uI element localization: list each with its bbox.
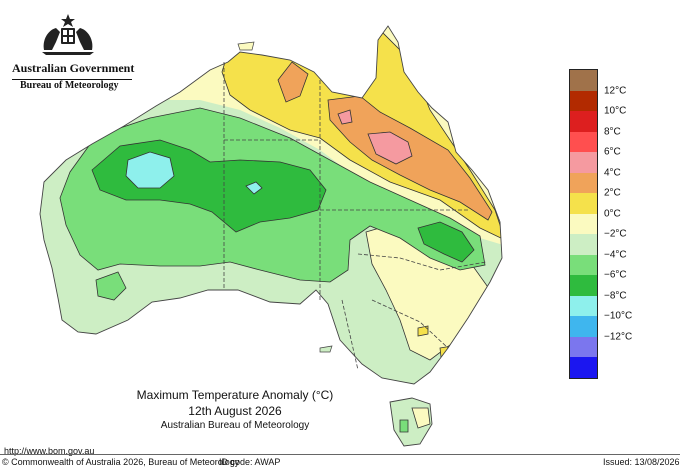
kangaroo-island	[319, 345, 333, 353]
legend-swatch	[570, 357, 597, 379]
legend-label: 4°C	[604, 167, 621, 179]
map-title-block: Maximum Temperature Anomaly (°C) 12th Au…	[100, 388, 370, 433]
legend-label: 10°C	[604, 105, 627, 117]
legend-label: 12°C	[604, 85, 627, 97]
legend-swatch	[570, 111, 597, 133]
legend-label: 8°C	[604, 126, 621, 138]
australia-coastline	[39, 25, 503, 385]
legend-swatch	[570, 254, 597, 276]
legend-label: 2°C	[604, 187, 621, 199]
legend-label: −8°C	[604, 290, 627, 302]
legend-swatch	[570, 193, 597, 215]
colour-scale-legend	[569, 69, 598, 379]
legend-label: −2°C	[604, 228, 627, 240]
zone-anomaly-minus6-minus8	[125, 151, 263, 195]
legend-swatch	[570, 316, 597, 338]
legend-swatch	[570, 90, 597, 112]
legend-label: −4°C	[604, 249, 627, 261]
legend-label: 0°C	[604, 208, 621, 220]
tasmania	[389, 397, 433, 447]
zone-anomaly-minus4-minus6	[91, 139, 475, 263]
map-title: Maximum Temperature Anomaly (°C)	[136, 388, 334, 402]
legend-swatch	[570, 234, 597, 256]
legend-swatch	[570, 172, 597, 194]
footer-url[interactable]: http://www.bom.gov.au	[4, 446, 95, 456]
footer-divider	[0, 454, 680, 455]
bureau-wordmark: Bureau of Meteorology	[20, 80, 119, 91]
footer-copyright: © Commonwealth of Australia 2026, Bureau…	[2, 457, 240, 467]
zone-anomaly-minus2-minus4-southwest	[95, 271, 127, 301]
legend-swatch	[570, 70, 597, 92]
legend-swatch	[570, 336, 597, 358]
legend-label: 6°C	[604, 146, 621, 158]
footer-id-code: ID code: AWAP	[219, 457, 281, 467]
legend-swatch	[570, 213, 597, 235]
legend-swatch	[570, 275, 597, 297]
legend-label: −12°C	[604, 331, 633, 343]
coat-of-arms-logo	[42, 14, 94, 55]
melville-island	[237, 41, 255, 51]
map-source: Australian Bureau of Meteorology	[160, 420, 310, 431]
state-borders	[223, 62, 487, 371]
footer-issued: Issued: 13/08/2026	[603, 457, 680, 467]
legend-label: −6°C	[604, 269, 627, 281]
map-date: 12th August 2026	[188, 404, 282, 418]
legend-swatch	[570, 152, 597, 174]
zone-anomaly-6-8	[337, 109, 413, 165]
government-wordmark: Australian Government	[12, 61, 134, 80]
legend-swatch	[570, 131, 597, 153]
legend-label: −10°C	[604, 310, 633, 322]
legend-swatch	[570, 295, 597, 317]
